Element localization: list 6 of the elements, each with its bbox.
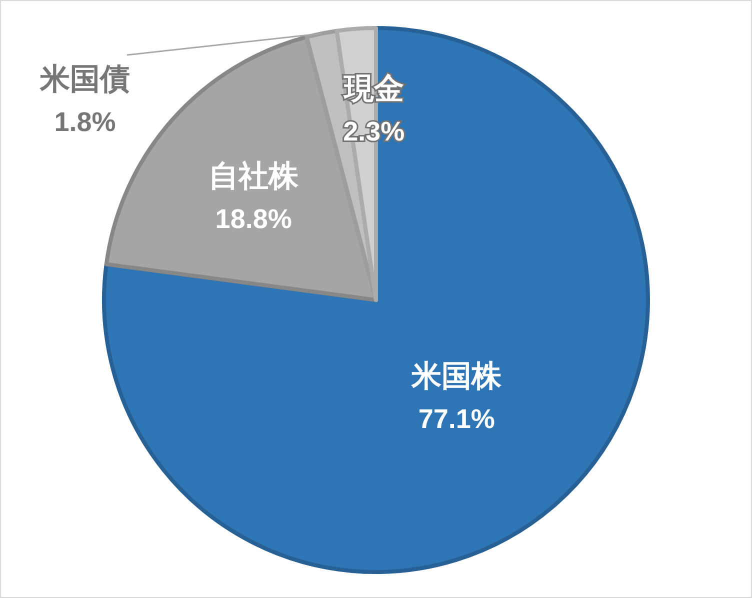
slice-label: 米国債: [39, 63, 130, 96]
slice-label: 自社株: [208, 160, 300, 194]
data-label: 1.8%: [54, 107, 116, 137]
slice-label: 米国株: [410, 360, 503, 394]
data-label: 77.1%: [418, 404, 495, 434]
data-label: 18.8%: [215, 204, 292, 234]
